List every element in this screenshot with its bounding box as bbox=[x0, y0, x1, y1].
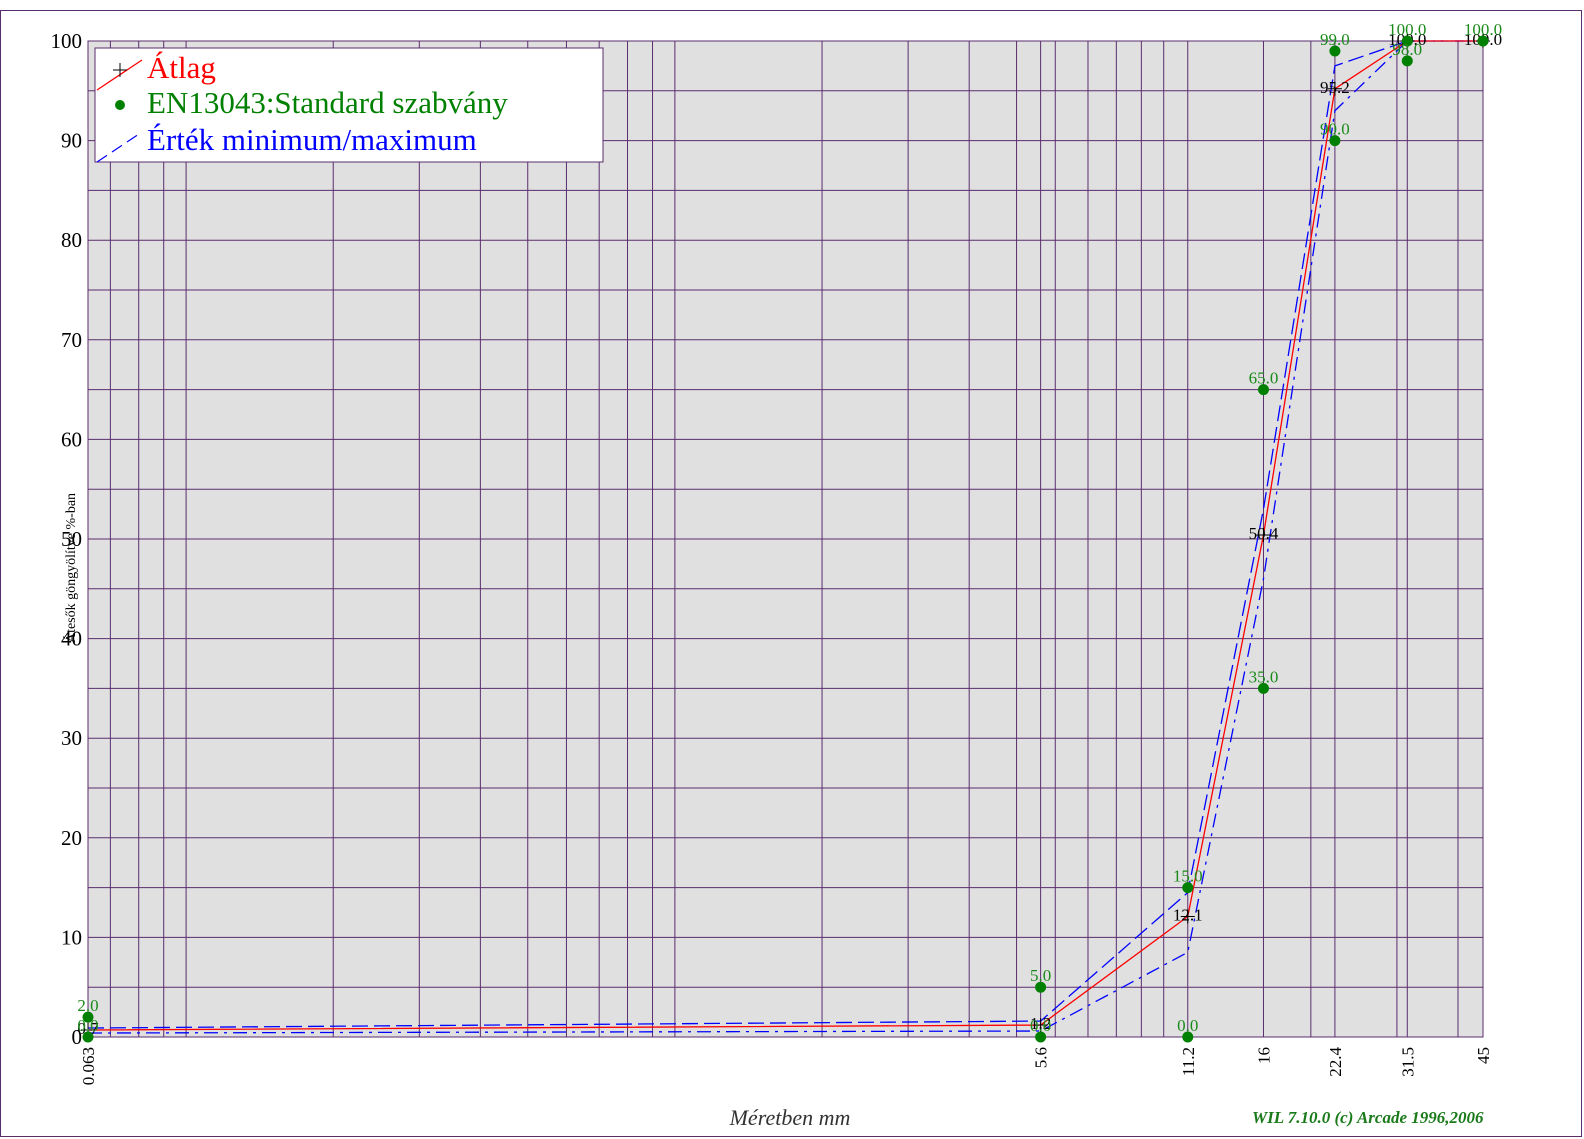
standard-point-marker bbox=[1401, 35, 1413, 47]
standard-point-marker bbox=[1329, 45, 1341, 57]
standard-data-label: 100.0 bbox=[1388, 20, 1426, 39]
y-tick-label: 90 bbox=[61, 129, 82, 153]
y-tick-label: 60 bbox=[61, 427, 82, 451]
average-data-label: 12.1 bbox=[1173, 905, 1203, 924]
x-tick-label: 16 bbox=[1254, 1047, 1273, 1064]
standard-data-label: 0.0 bbox=[1030, 1016, 1051, 1035]
average-point-marker bbox=[1256, 528, 1271, 543]
standard-data-label: 90.0 bbox=[1320, 120, 1350, 139]
legend-box bbox=[94, 47, 604, 163]
standard-point-marker bbox=[1035, 981, 1047, 993]
average-point-marker bbox=[1327, 81, 1342, 96]
standard-point-marker bbox=[1257, 384, 1269, 396]
legend-label: EN13043:Standard szabvány bbox=[147, 85, 508, 120]
x-tick-label: 31.5 bbox=[1398, 1047, 1417, 1077]
standard-point-marker bbox=[1477, 35, 1489, 47]
legend-label: Átlag bbox=[147, 50, 216, 85]
y-tick-label: 40 bbox=[61, 627, 82, 651]
legend-label: Érték minimum/maximum bbox=[147, 122, 477, 157]
software-credit: WIL 7.10.0 (c) Arcade 1996,2006 bbox=[1252, 1108, 1484, 1127]
plot-border bbox=[87, 40, 1484, 1038]
average-data-label: 0.7 bbox=[77, 1019, 99, 1038]
standard-point-marker bbox=[1257, 682, 1269, 694]
y-tick-label: 50 bbox=[61, 527, 82, 551]
average-point-marker bbox=[1180, 909, 1195, 924]
y-tick-label: 20 bbox=[61, 826, 82, 850]
y-tick-label: 100 bbox=[51, 29, 83, 53]
y-tick-label: 0 bbox=[72, 1025, 83, 1049]
standard-data-label: 35.0 bbox=[1249, 667, 1279, 686]
x-tick-label: 0.063 bbox=[79, 1047, 98, 1085]
y-tick-label: 80 bbox=[61, 228, 82, 252]
average-data-label: 95.2 bbox=[1320, 78, 1350, 97]
standard-data-label: 0.0 bbox=[77, 1016, 98, 1035]
standard-point-marker bbox=[1329, 135, 1341, 147]
standard-point-marker bbox=[1401, 55, 1413, 67]
y-tick-label: 10 bbox=[61, 925, 82, 949]
standard-data-label: 2.0 bbox=[77, 996, 98, 1015]
series-min-line bbox=[87, 40, 1483, 1034]
legend-marker-dot bbox=[115, 100, 125, 110]
x-tick-label: 5.6 bbox=[1032, 1047, 1051, 1068]
standard-point-marker bbox=[82, 1031, 94, 1043]
x-tick-label: 22.4 bbox=[1326, 1047, 1345, 1077]
standard-point-marker bbox=[1182, 882, 1194, 894]
x-tick-label: 11.2 bbox=[1179, 1047, 1198, 1076]
y-tick-label: 70 bbox=[61, 328, 82, 352]
standard-data-label: 99.0 bbox=[1320, 30, 1350, 49]
standard-data-label: 100.0 bbox=[1464, 20, 1502, 39]
y-axis-label: Átesők göngyölítve %-ban bbox=[64, 492, 79, 644]
legend-marker-plus bbox=[113, 63, 127, 77]
standard-point-marker bbox=[1182, 1031, 1194, 1043]
average-data-label: 50.4 bbox=[1249, 524, 1279, 543]
standard-point-marker bbox=[1035, 1031, 1047, 1043]
standard-data-label: 65.0 bbox=[1249, 369, 1279, 388]
x-axis-label: Méretben mm bbox=[729, 1105, 851, 1130]
standard-data-label: 15.0 bbox=[1173, 867, 1203, 886]
standard-data-label: 0.0 bbox=[1177, 1016, 1198, 1035]
average-point-marker bbox=[1033, 1018, 1048, 1033]
standard-data-label: 98.0 bbox=[1392, 40, 1422, 59]
chart-frame bbox=[0, 10, 1582, 1137]
y-tick-label: 30 bbox=[61, 726, 82, 750]
x-tick-label: 45 bbox=[1474, 1047, 1493, 1064]
legend-line-minmax bbox=[96, 131, 143, 163]
standard-data-label: 5.0 bbox=[1030, 966, 1051, 985]
standard-point-marker bbox=[82, 1011, 94, 1023]
average-data-label: 1.2 bbox=[1030, 1014, 1051, 1033]
